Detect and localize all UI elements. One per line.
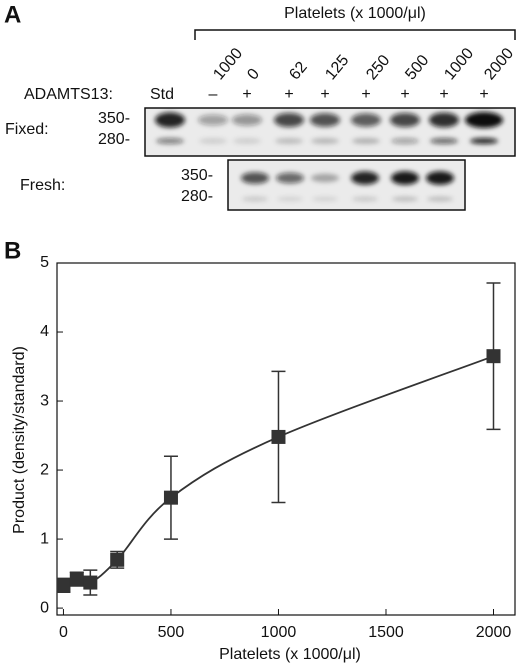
data-point	[83, 575, 98, 590]
band	[430, 138, 458, 144]
band	[392, 196, 418, 202]
lane-label: 1000	[210, 45, 246, 83]
size-marker: 280-	[98, 131, 130, 148]
y-tick-label: 1	[40, 530, 49, 547]
size-marker: 350-	[98, 110, 130, 127]
band	[352, 196, 378, 202]
fresh-label: Fresh:	[20, 177, 65, 194]
lane-label: 62	[286, 59, 311, 84]
band	[465, 112, 503, 128]
standard-label: Std	[150, 86, 174, 103]
band	[310, 113, 340, 127]
treatment-sign: +	[479, 86, 488, 103]
data-point	[163, 490, 178, 505]
band	[274, 113, 304, 127]
band	[390, 113, 420, 127]
gel-bands	[155, 112, 503, 202]
band	[470, 138, 498, 144]
treatment-sign: –	[209, 86, 218, 103]
band	[241, 172, 269, 184]
fixed-label: Fixed:	[5, 121, 49, 138]
y-tick-label: 0	[40, 599, 49, 616]
treatment-sign: +	[439, 86, 448, 103]
band	[311, 173, 339, 183]
x-tick-label: 2000	[476, 624, 512, 641]
lane-label: 125	[322, 52, 352, 83]
x-tick-label: 0	[59, 624, 68, 641]
x-tick-label: 1000	[261, 624, 297, 641]
treatment-label: ADAMTS13:	[24, 86, 113, 103]
band	[312, 196, 338, 202]
band	[352, 138, 380, 144]
band	[391, 138, 419, 144]
lane-label: 0	[244, 65, 263, 83]
band	[232, 114, 262, 126]
band	[275, 138, 303, 144]
treatment-sign: +	[242, 86, 251, 103]
band	[311, 138, 339, 144]
size-marker: 350-	[181, 167, 213, 184]
band	[351, 171, 379, 185]
treatment-sign: +	[400, 86, 409, 103]
y-axis-label: Product (density/standard)	[11, 346, 28, 534]
x-tick-label: 1500	[368, 624, 404, 641]
band	[242, 196, 268, 202]
band	[156, 138, 184, 144]
band	[429, 112, 459, 128]
data-point	[110, 552, 125, 567]
panel-label: A	[4, 1, 21, 28]
y-tick-label: 2	[40, 461, 49, 478]
y-tick-label: 5	[40, 254, 49, 271]
band	[276, 172, 304, 184]
y-tick-label: 3	[40, 392, 49, 409]
panel-label: B	[4, 237, 21, 264]
band	[427, 196, 453, 202]
data-point	[56, 578, 71, 593]
lane-label: 2000	[481, 45, 517, 83]
band	[233, 138, 261, 144]
band	[426, 171, 454, 185]
band	[155, 112, 185, 128]
treatment-sign: +	[320, 86, 329, 103]
treatment-sign: +	[284, 86, 293, 103]
band	[277, 196, 303, 202]
data-point	[486, 349, 501, 364]
x-tick-label: 500	[158, 624, 185, 641]
lane-header: Platelets (x 1000/μl)	[284, 5, 426, 22]
band	[199, 138, 227, 144]
data-point	[271, 429, 286, 444]
data-point	[69, 572, 84, 587]
band	[351, 113, 381, 127]
bracket	[194, 29, 516, 40]
size-marker: 280-	[181, 188, 213, 205]
band	[198, 114, 228, 126]
x-axis-label: Platelets (x 1000/μl)	[219, 646, 361, 663]
band	[391, 171, 419, 185]
lane-label: 500	[402, 52, 432, 83]
plot-frame	[56, 262, 516, 616]
fresh-gel	[227, 159, 466, 211]
lane-label: 1000	[441, 45, 477, 83]
treatment-sign: +	[361, 86, 370, 103]
y-tick-label: 4	[40, 323, 49, 340]
lane-label: 250	[363, 52, 393, 83]
